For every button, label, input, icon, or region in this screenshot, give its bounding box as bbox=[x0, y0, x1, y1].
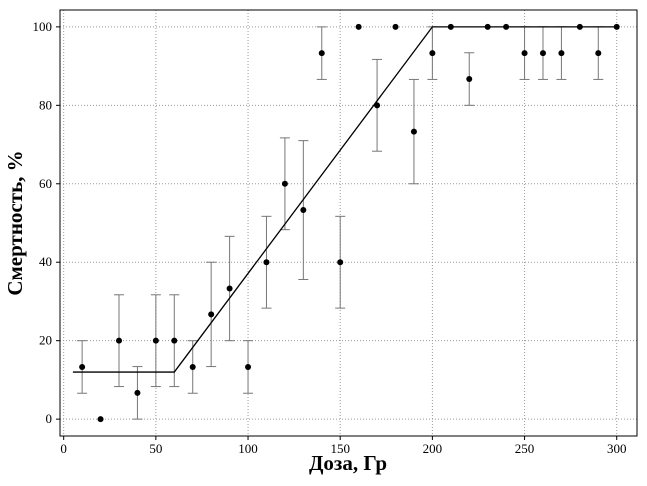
y-tick-label: 40 bbox=[39, 254, 52, 269]
y-axis-title: Смертность, % bbox=[3, 150, 27, 295]
y-tick-label: 100 bbox=[33, 19, 53, 34]
x-tick-label: 300 bbox=[607, 441, 627, 456]
point bbox=[208, 311, 215, 318]
x-tick-label: 50 bbox=[149, 441, 162, 456]
y-tick-label: 60 bbox=[39, 176, 52, 191]
point bbox=[300, 207, 307, 214]
point bbox=[595, 50, 602, 57]
x-axis-title: Доза, Гр bbox=[309, 451, 387, 475]
fit-line bbox=[72, 26, 617, 373]
y-tick-label: 20 bbox=[39, 333, 52, 348]
point bbox=[466, 76, 473, 83]
point bbox=[152, 337, 159, 344]
point bbox=[410, 128, 417, 135]
x-tick-label: 0 bbox=[60, 441, 67, 456]
point bbox=[392, 23, 399, 30]
point bbox=[79, 363, 86, 370]
y-tick-label: 80 bbox=[39, 97, 52, 112]
point bbox=[429, 50, 436, 57]
x-tick-label: 100 bbox=[238, 441, 258, 456]
point bbox=[171, 337, 178, 344]
point bbox=[539, 50, 546, 57]
point bbox=[115, 337, 122, 344]
x-tick-label: 150 bbox=[330, 441, 350, 456]
point bbox=[558, 50, 565, 57]
x-tick-label: 250 bbox=[515, 441, 535, 456]
y-tick-label: 0 bbox=[46, 411, 53, 426]
plot-frame bbox=[59, 9, 638, 437]
point bbox=[245, 363, 252, 370]
point bbox=[189, 363, 196, 370]
point bbox=[318, 50, 325, 57]
point bbox=[134, 389, 141, 396]
point bbox=[263, 259, 270, 266]
point bbox=[337, 259, 344, 266]
point bbox=[97, 416, 104, 423]
x-tick-label: 200 bbox=[423, 441, 443, 456]
point bbox=[281, 180, 288, 187]
point bbox=[226, 285, 233, 292]
point bbox=[355, 23, 362, 30]
point bbox=[521, 50, 528, 57]
